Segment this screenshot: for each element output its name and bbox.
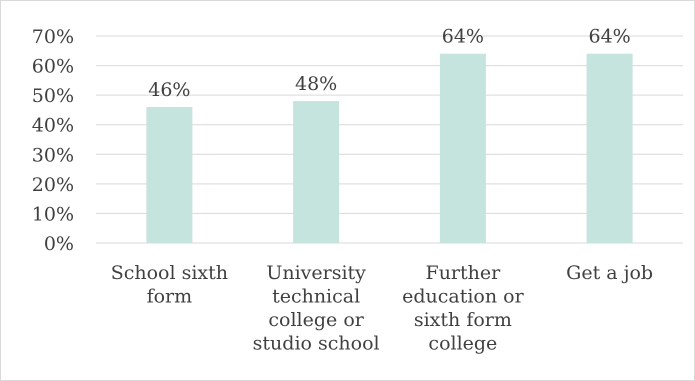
y-tick-label: 0% — [44, 233, 74, 255]
category-label-line: Further — [426, 262, 502, 284]
category-label: School sixth form — [111, 262, 228, 308]
y-tick-label: 10% — [32, 203, 74, 225]
category-label-line: studio school — [253, 333, 380, 355]
category-label-line: education or — [402, 286, 524, 308]
category-label-line: college or — [268, 309, 364, 331]
bar — [293, 101, 340, 243]
y-tick-label: 30% — [32, 144, 74, 166]
category-label-line: technical — [272, 286, 360, 308]
category-label: Further education or sixth form college — [402, 262, 524, 355]
data-label: 64% — [442, 26, 484, 48]
bar — [439, 53, 486, 243]
y-tick-label: 20% — [32, 174, 74, 196]
data-labels: 46% 48% 64% 64% — [148, 26, 630, 101]
y-tick-label: 50% — [32, 85, 74, 107]
category-label-line: form — [147, 286, 193, 308]
bar — [146, 106, 193, 243]
bars — [146, 53, 633, 243]
y-tick-label: 60% — [32, 56, 74, 78]
category-label-line: sixth form — [414, 309, 512, 331]
y-axis-tick-labels: 0% 10% 20% 30% 40% 50% 60% 70% — [32, 26, 74, 255]
data-label: 64% — [589, 26, 631, 48]
category-label-line: School sixth — [111, 262, 228, 284]
bar — [586, 53, 633, 243]
category-label-line: college — [428, 333, 497, 355]
data-label: 48% — [295, 73, 337, 95]
gridlines — [96, 35, 683, 244]
data-label: 46% — [148, 79, 190, 101]
category-label: Get a job — [566, 262, 653, 284]
category-label: University technical college or studio scho… — [253, 262, 380, 355]
category-label-line: University — [266, 262, 366, 284]
y-tick-label: 40% — [32, 115, 74, 137]
category-label-line: Get a job — [566, 262, 653, 284]
y-tick-label: 70% — [32, 26, 74, 48]
